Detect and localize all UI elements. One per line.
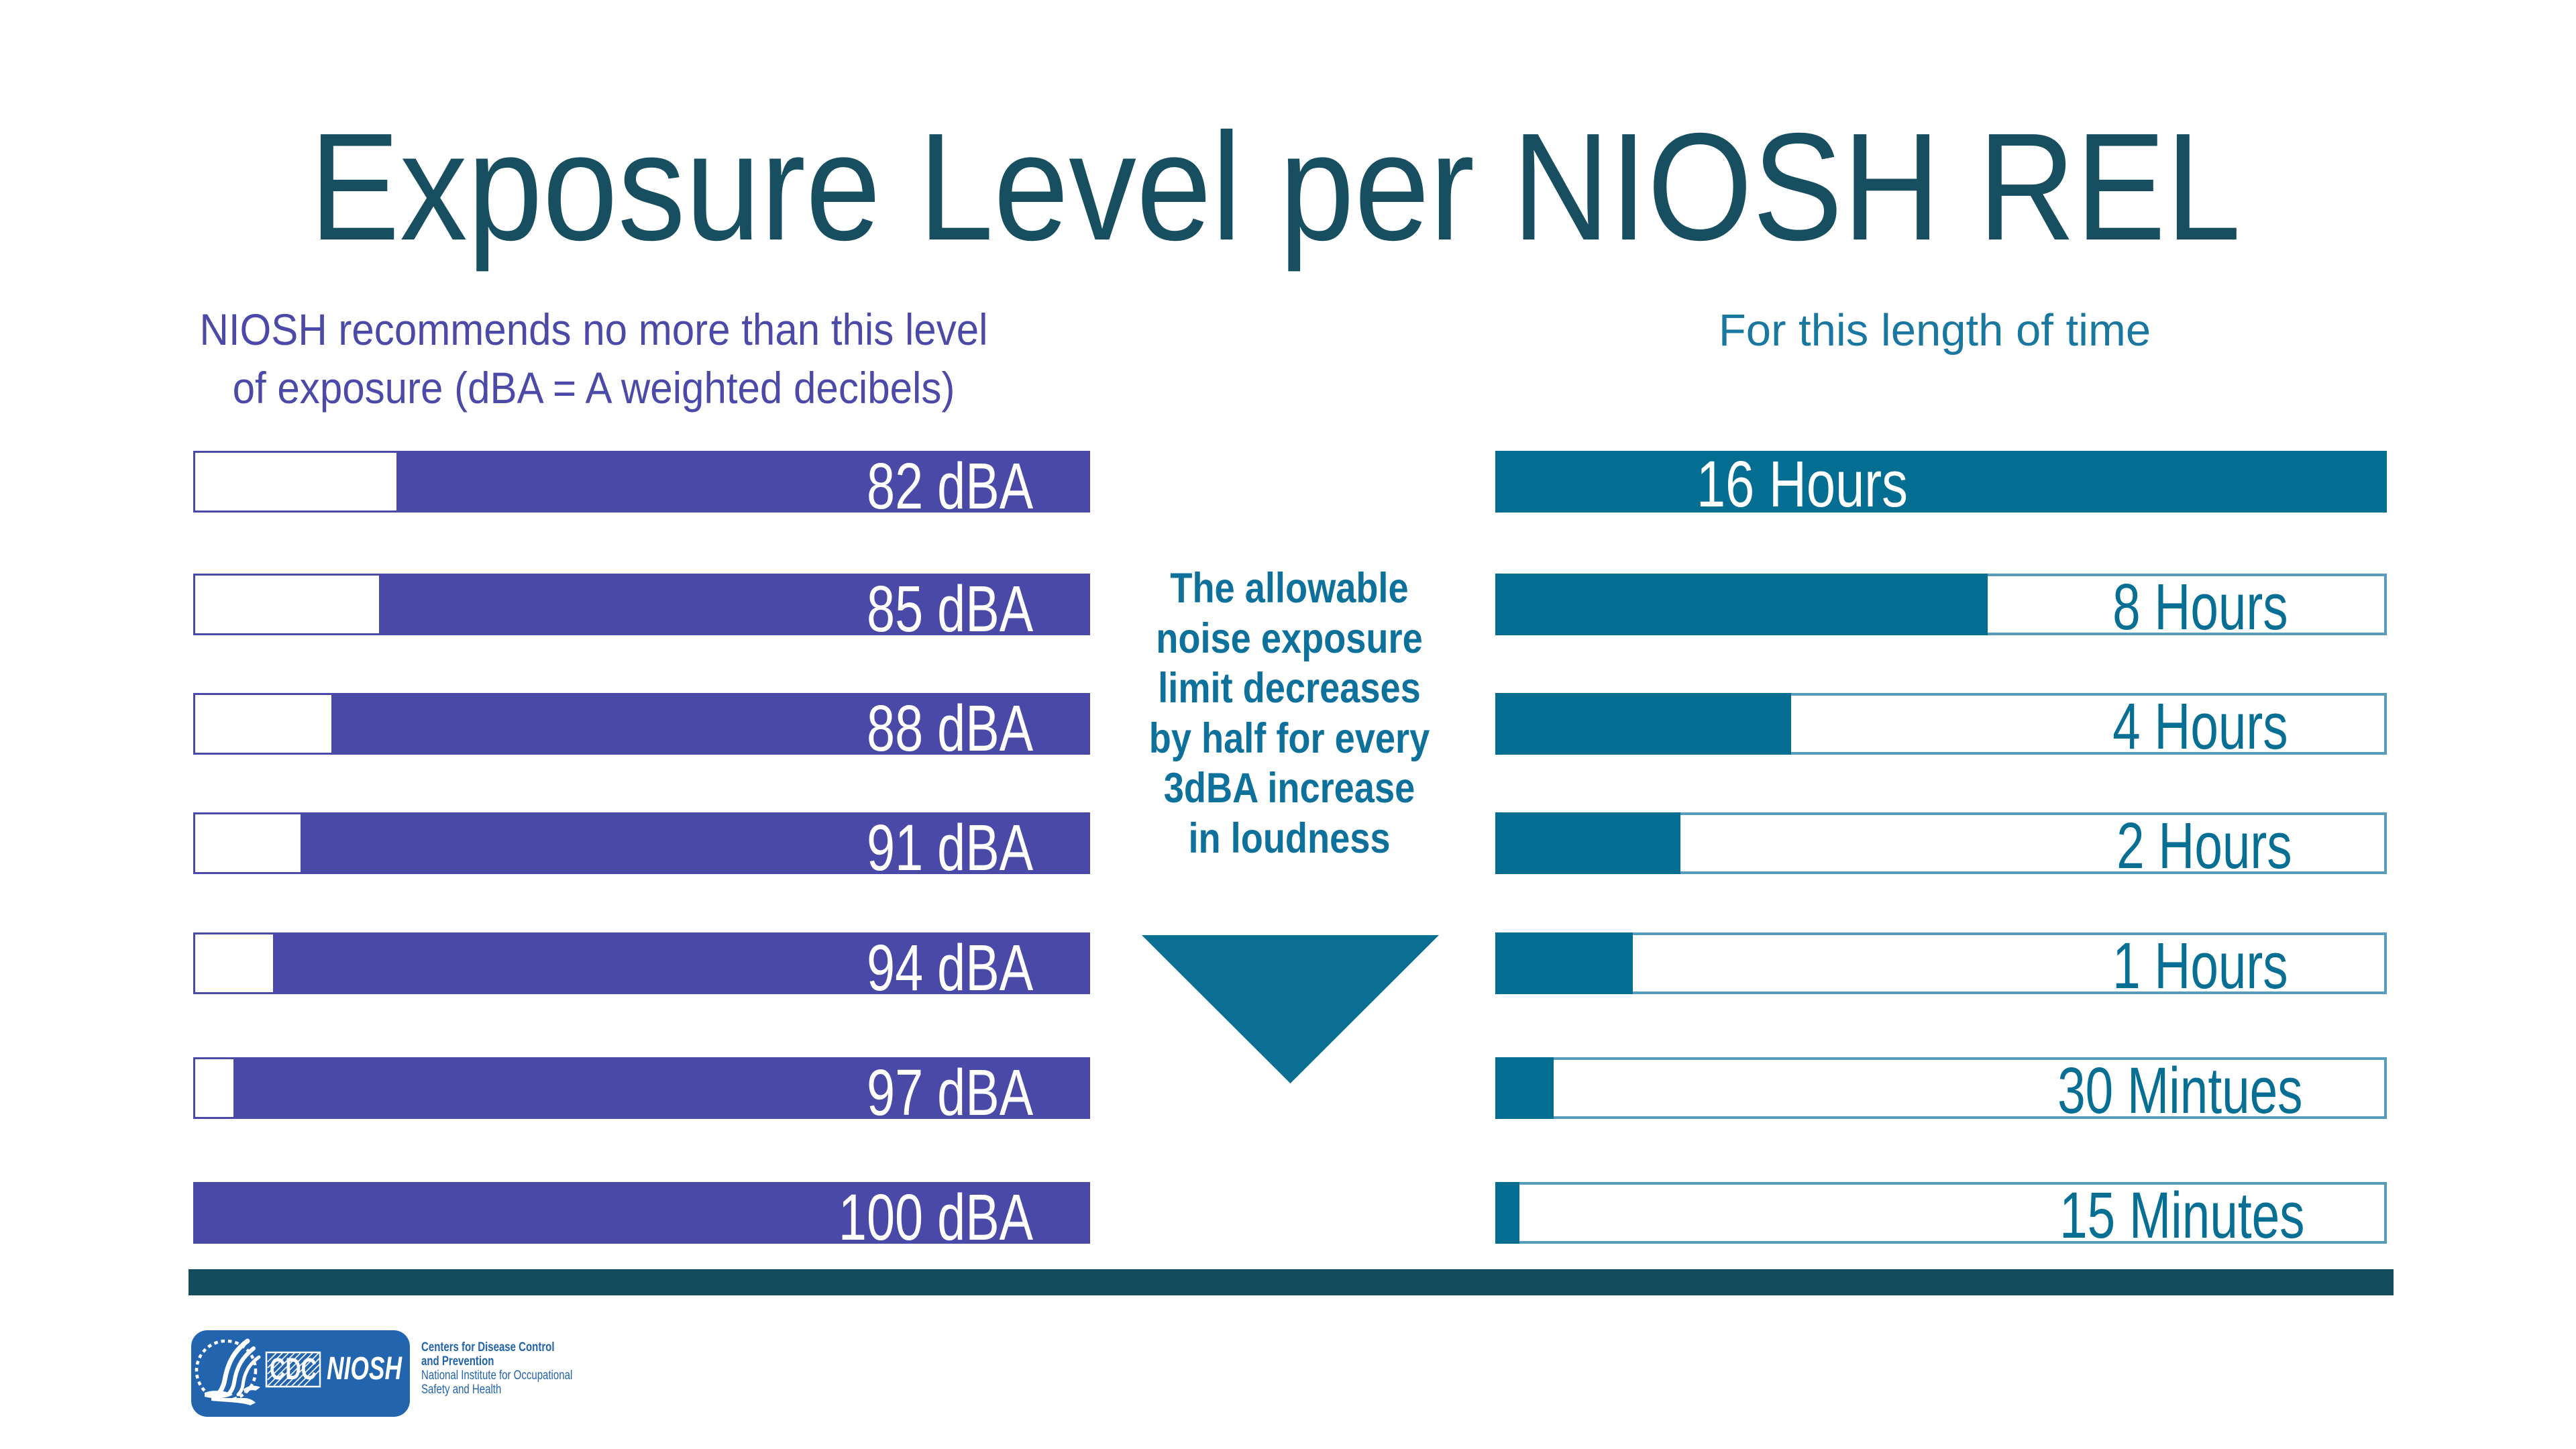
svg-text:NIOSH: NIOSH (327, 1351, 402, 1387)
svg-text:CDC: CDC (270, 1352, 317, 1386)
